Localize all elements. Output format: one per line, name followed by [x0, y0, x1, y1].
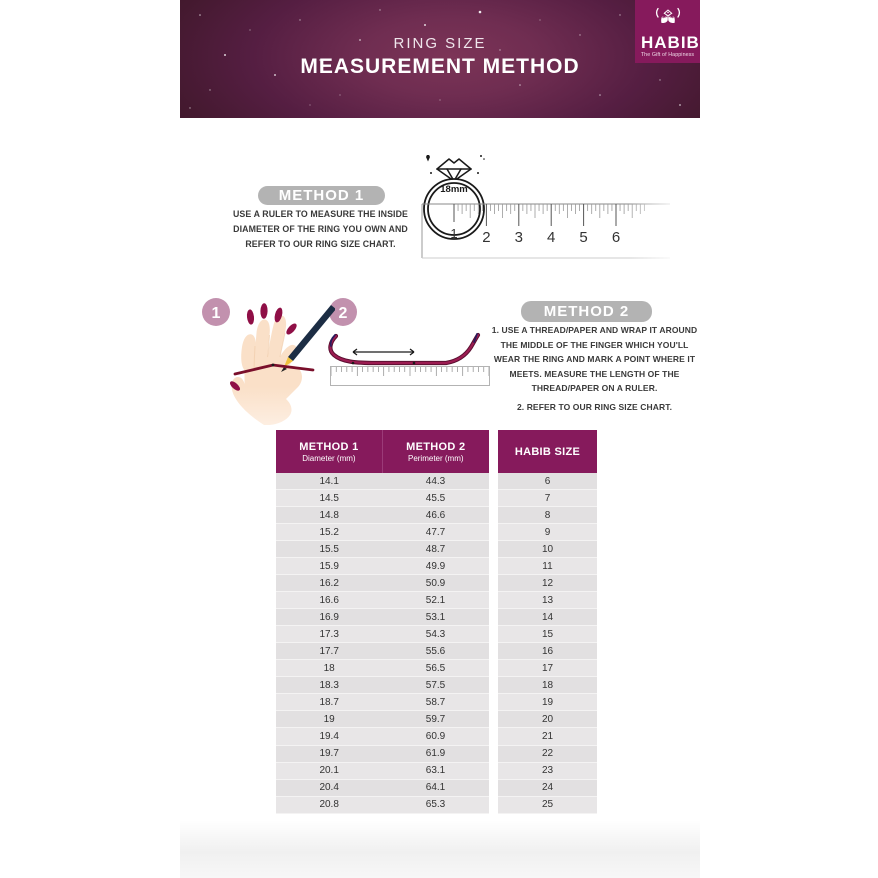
svg-text:5: 5: [579, 229, 587, 246]
svg-text:1: 1: [212, 305, 221, 322]
svg-text:3: 3: [515, 229, 523, 246]
svg-text:4: 4: [547, 229, 555, 246]
svg-text:2: 2: [482, 229, 490, 246]
svg-text:6: 6: [612, 229, 620, 246]
svg-text:18mm: 18mm: [440, 184, 467, 195]
svg-text:1: 1: [450, 226, 457, 241]
svg-text:2: 2: [339, 305, 348, 322]
